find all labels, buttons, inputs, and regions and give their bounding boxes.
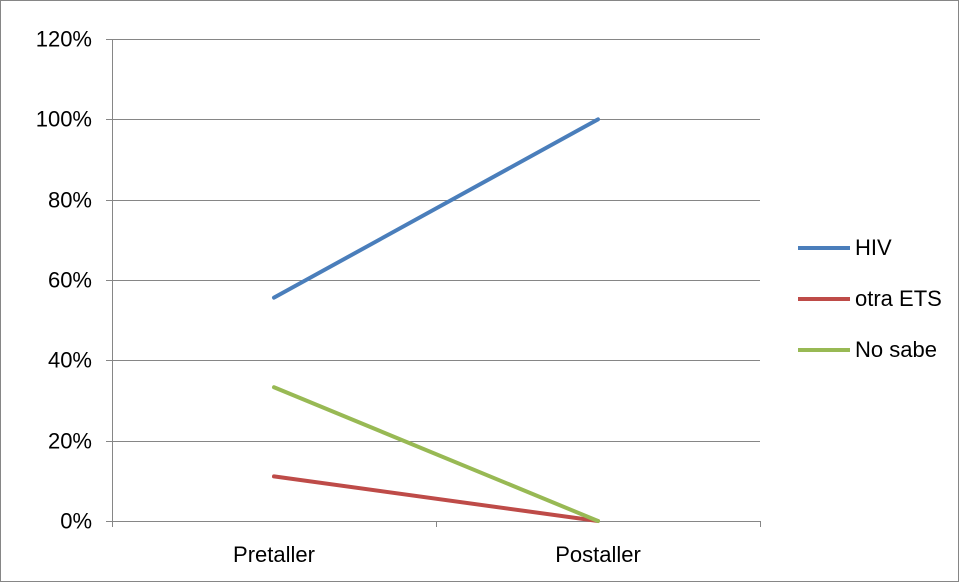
legend-label: No sabe: [855, 337, 937, 362]
y-tick-label: 0%: [60, 509, 92, 534]
axes: 0% 20% 40% 60% 80% 100% 120% Pretaller Postaller: [36, 27, 761, 567]
y-tick-label: 120%: [36, 27, 92, 52]
gridlines: [112, 39, 760, 442]
series-lines: [272, 117, 600, 523]
legend-label: HIV: [855, 235, 892, 260]
x-tick-label: Postaller: [555, 542, 641, 567]
y-tick-label: 20%: [48, 429, 92, 454]
y-tick-label: 60%: [48, 268, 92, 293]
legend-entry-otra-ets: otra ETS: [798, 286, 942, 311]
legend-label: otra ETS: [855, 286, 942, 311]
y-tick-label: 40%: [48, 348, 92, 373]
y-tick-label: 80%: [48, 188, 92, 213]
series-line-no-sabe: [272, 385, 600, 523]
series-line-otra-ets: [272, 474, 600, 523]
series-line-hiv: [272, 117, 600, 300]
x-tick-label: Pretaller: [233, 542, 315, 567]
legend-entry-hiv: HIV: [798, 235, 892, 260]
legend-entry-no-sabe: No sabe: [798, 337, 937, 362]
y-tick-label: 100%: [36, 107, 92, 132]
legend: HIV otra ETS No sabe: [798, 235, 942, 362]
